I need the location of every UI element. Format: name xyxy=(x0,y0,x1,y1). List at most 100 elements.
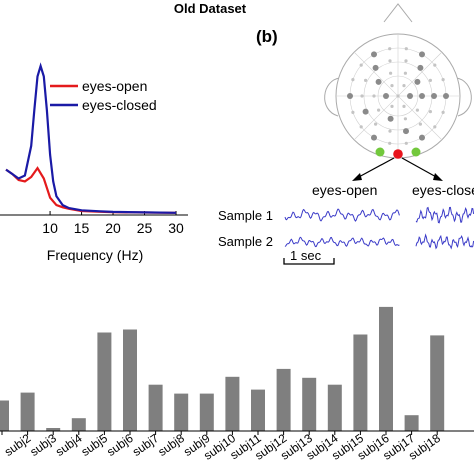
electrode-dot xyxy=(415,108,419,112)
spectrum-line-eyes-open xyxy=(5,166,177,214)
electrode-dot xyxy=(441,78,445,82)
spectrum-x-label: Frequency (Hz) xyxy=(47,247,143,263)
bar-category-label: subj8 xyxy=(155,431,187,459)
scale-bar xyxy=(283,258,335,265)
sample-1-label: Sample 1 xyxy=(218,208,273,223)
head-map xyxy=(324,3,472,181)
arrow-eyes-open xyxy=(356,157,395,179)
electrode-dot xyxy=(383,93,389,99)
electrode-dot xyxy=(351,110,355,114)
electrode-grid xyxy=(347,47,449,145)
electrode-dot xyxy=(404,47,408,51)
bar xyxy=(97,332,112,431)
bar xyxy=(71,418,86,431)
bar-category-label: subj7 xyxy=(130,431,162,459)
spectrum-tick-label: 10 xyxy=(42,220,58,236)
subject-bar-chart: subj2subj3subj4subj5subj6subj7subj8subj9… xyxy=(0,306,474,463)
electrode-dot xyxy=(375,78,382,85)
bar xyxy=(302,377,317,431)
electrode-dot xyxy=(431,93,437,99)
electrode-dot xyxy=(404,141,408,145)
spectrum-tick-label: 20 xyxy=(105,220,121,236)
electrode-dot xyxy=(372,94,376,98)
bar xyxy=(199,393,214,431)
electrode-dot xyxy=(403,128,409,135)
legend-label-eyes-closed: eyes-closed xyxy=(82,97,157,113)
bar-category-label: subj4 xyxy=(53,431,85,459)
electrode-green-right xyxy=(411,147,421,157)
electrode-dot xyxy=(441,110,445,114)
electrode-dot xyxy=(402,104,406,108)
electrode-dot xyxy=(428,78,432,82)
spectrum-tick-label: 15 xyxy=(74,220,90,236)
head-left-ear-icon xyxy=(324,77,341,117)
electrode-dot xyxy=(418,122,422,126)
bar xyxy=(379,306,393,431)
electrode-dot xyxy=(414,78,421,85)
spectrum-x-ticks: 10 15 20 25 30 xyxy=(42,211,184,236)
spectrum-tick-label: 25 xyxy=(137,220,153,236)
electrode-dot xyxy=(419,51,425,58)
head-right-ear-icon xyxy=(455,77,472,117)
arrow-eyes-open-head xyxy=(352,173,362,181)
electrode-dot xyxy=(419,134,425,141)
panel-b: (b) xyxy=(218,3,474,265)
panel-b-label: (b) xyxy=(256,27,278,46)
electrode-dot xyxy=(403,117,407,121)
spectrum-line-eyes-closed xyxy=(5,62,177,214)
bar xyxy=(46,428,61,431)
bar xyxy=(20,392,35,431)
spectrum-legend: eyes-open eyes-closed xyxy=(50,78,157,113)
bar xyxy=(0,400,9,431)
electrode-dot xyxy=(359,63,363,67)
bar xyxy=(174,393,189,431)
electrode-dot xyxy=(388,59,392,63)
electrode-dot xyxy=(419,93,425,99)
electrode-dot xyxy=(402,84,406,88)
eyes-closed-heading: eyes-close xyxy=(412,182,474,198)
electrode-dot xyxy=(443,93,449,99)
electrode-dot xyxy=(377,108,381,112)
bar xyxy=(123,329,137,431)
bar xyxy=(404,415,419,431)
eyes-open-heading: eyes-open xyxy=(312,182,377,198)
spectrum-series xyxy=(5,62,177,214)
electrode-dot xyxy=(433,125,437,129)
electrode-dot xyxy=(351,78,355,82)
electrode-red-center xyxy=(393,149,403,159)
spectrum-chart: 10 15 20 25 30 Frequency (Hz) eyes-open eyes… xyxy=(0,62,188,263)
electrode-dot xyxy=(388,129,392,133)
scale-bar-label: 1 sec xyxy=(290,248,322,263)
legend-label-eyes-open: eyes-open xyxy=(82,78,147,94)
bar xyxy=(276,368,291,431)
electrode-dot xyxy=(407,93,413,99)
electrode-green-left xyxy=(375,147,385,157)
arrow-eyes-closed-head xyxy=(433,173,443,181)
bar-category-label: subj6 xyxy=(104,431,136,459)
eeg-waveforms xyxy=(284,206,474,250)
electrode-dot xyxy=(389,71,393,75)
electrode-dot xyxy=(403,71,407,75)
electrode-dot xyxy=(388,47,392,51)
bar-category-label: subj3 xyxy=(27,431,59,459)
electrode-dot xyxy=(359,125,363,129)
electrode-dot xyxy=(372,64,379,71)
electrode-dot xyxy=(364,78,368,82)
electrode-dot xyxy=(374,122,378,126)
head-nose-icon xyxy=(383,3,413,23)
electrode-dot xyxy=(404,59,408,63)
bar xyxy=(430,335,445,431)
electrode-dot xyxy=(362,108,369,115)
electrode-dot xyxy=(347,93,353,99)
bar xyxy=(251,389,265,431)
bar xyxy=(353,334,368,431)
bar-category-label: subj5 xyxy=(79,431,111,459)
bar xyxy=(327,384,342,431)
spectrum-tick-label: 30 xyxy=(168,220,184,236)
electrode-dot xyxy=(428,110,432,114)
arrow-eyes-closed xyxy=(401,157,439,179)
sample-2-label: Sample 2 xyxy=(218,234,273,249)
figure-title: Old Dataset xyxy=(174,1,247,16)
bar xyxy=(225,376,240,431)
